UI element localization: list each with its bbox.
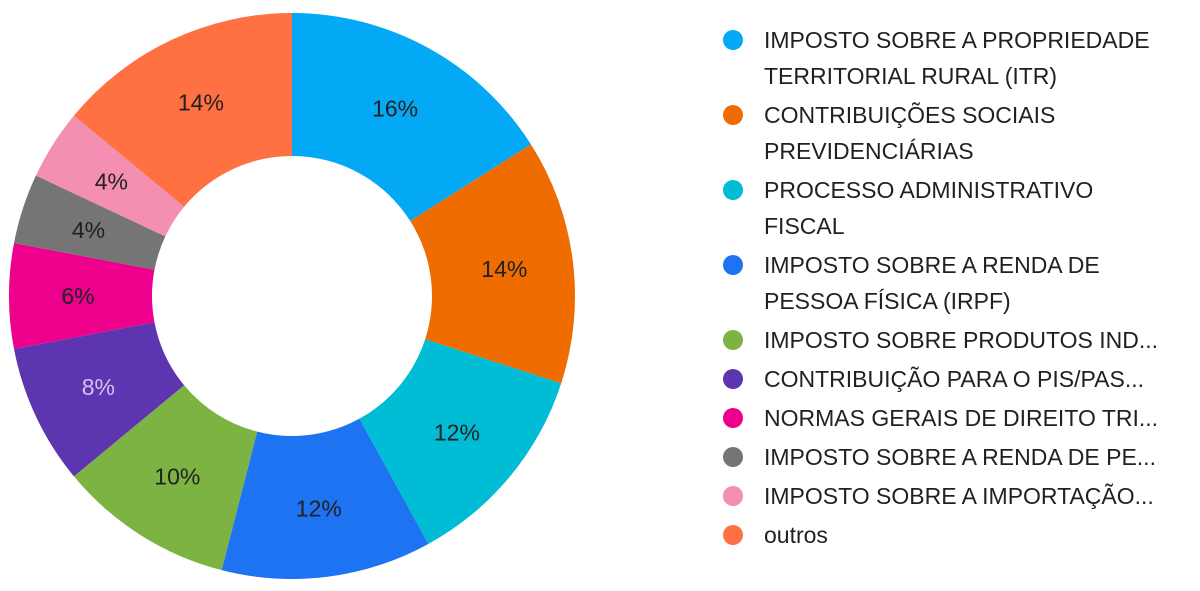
legend-item-itr[interactable]: IMPOSTO SOBRE A PROPRIEDADE TERRITORIAL … bbox=[718, 22, 1178, 94]
legend-item-normas-gerais[interactable]: NORMAS GERAIS DE DIREITO TRI... bbox=[718, 400, 1178, 436]
slice-label-normas-gerais: 6% bbox=[61, 283, 94, 309]
legend-label-contribuicoes-sociais: CONTRIBUIÇÕES SOCIAIS PREVIDENCIÁRIAS bbox=[764, 102, 1056, 164]
slice-irpf[interactable] bbox=[221, 418, 429, 579]
legend-label-itr: IMPOSTO SOBRE A PROPRIEDADE TERRITORIAL … bbox=[764, 27, 1150, 89]
legend-label-outros: outros bbox=[764, 522, 828, 548]
slice-label-itr: 16% bbox=[372, 95, 418, 121]
legend-item-outros[interactable]: outros bbox=[718, 517, 1178, 553]
slice-produtos-industrializados[interactable] bbox=[73, 385, 258, 571]
legend-label-pis-pasep: CONTRIBUIÇÃO PARA O PIS/PAS... bbox=[764, 366, 1145, 392]
slice-outros[interactable] bbox=[73, 13, 292, 207]
legend-swatch-contribuicoes-sociais bbox=[723, 105, 743, 125]
chart-legend: IMPOSTO SOBRE A PROPRIEDADE TERRITORIAL … bbox=[718, 22, 1178, 556]
legend-label-importacao: IMPOSTO SOBRE A IMPORTAÇÃO... bbox=[764, 483, 1154, 509]
slice-importacao[interactable] bbox=[35, 115, 185, 237]
legend-item-pis-pasep[interactable]: CONTRIBUIÇÃO PARA O PIS/PAS... bbox=[718, 361, 1178, 397]
slice-contribuicoes-sociais[interactable] bbox=[410, 144, 576, 384]
slice-pis-pasep[interactable] bbox=[14, 322, 185, 477]
slice-label-pis-pasep: 8% bbox=[82, 374, 115, 400]
legend-label-normas-gerais: NORMAS GERAIS DE DIREITO TRI... bbox=[764, 405, 1159, 431]
slice-label-produtos-industrializados: 10% bbox=[154, 464, 200, 490]
legend-label-processo-administrativo: PROCESSO ADMINISTRATIVO FISCAL bbox=[764, 177, 1094, 239]
slice-renda-pessoa-juridica[interactable] bbox=[14, 175, 166, 270]
legend-swatch-importacao bbox=[723, 486, 743, 506]
legend-label-irpf: IMPOSTO SOBRE A RENDA DE PESSOA FÍSICA (… bbox=[764, 252, 1100, 314]
legend-item-processo-administrativo[interactable]: PROCESSO ADMINISTRATIVO FISCAL bbox=[718, 172, 1178, 244]
slice-label-processo-administrativo: 12% bbox=[434, 419, 480, 445]
legend-swatch-itr bbox=[723, 30, 743, 50]
donut-chart: 16% 14% 12% 12% 10% 8% 6% 4% 4% 14% bbox=[8, 13, 576, 579]
legend-swatch-irpf bbox=[723, 255, 743, 275]
slice-normas-gerais[interactable] bbox=[8, 242, 155, 350]
legend-label-produtos-industrializados: IMPOSTO SOBRE PRODUTOS IND... bbox=[764, 327, 1159, 353]
legend-swatch-produtos-industrializados bbox=[723, 330, 743, 350]
slice-processo-administrativo[interactable] bbox=[359, 339, 562, 544]
legend-item-irpf[interactable]: IMPOSTO SOBRE A RENDA DE PESSOA FÍSICA (… bbox=[718, 247, 1178, 319]
legend-item-importacao[interactable]: IMPOSTO SOBRE A IMPORTAÇÃO... bbox=[718, 478, 1178, 514]
legend-swatch-outros bbox=[723, 525, 743, 545]
legend-label-renda-pessoa-juridica: IMPOSTO SOBRE A RENDA DE PE... bbox=[764, 444, 1156, 470]
slice-label-renda-pessoa-juridica: 4% bbox=[72, 217, 105, 243]
slice-label-contribuicoes-sociais: 14% bbox=[481, 256, 527, 282]
slice-label-outros: 14% bbox=[178, 89, 224, 115]
legend-swatch-pis-pasep bbox=[723, 369, 743, 389]
slice-itr[interactable] bbox=[292, 13, 531, 221]
legend-item-produtos-industrializados[interactable]: IMPOSTO SOBRE PRODUTOS IND... bbox=[718, 322, 1178, 358]
slice-label-irpf: 12% bbox=[296, 495, 342, 521]
legend-swatch-renda-pessoa-juridica bbox=[723, 447, 743, 467]
legend-swatch-processo-administrativo bbox=[723, 180, 743, 200]
legend-item-contribuicoes-sociais[interactable]: CONTRIBUIÇÕES SOCIAIS PREVIDENCIÁRIAS bbox=[718, 97, 1178, 169]
slice-label-importacao: 4% bbox=[95, 168, 128, 194]
legend-swatch-normas-gerais bbox=[723, 408, 743, 428]
legend-item-renda-pessoa-juridica[interactable]: IMPOSTO SOBRE A RENDA DE PE... bbox=[718, 439, 1178, 475]
